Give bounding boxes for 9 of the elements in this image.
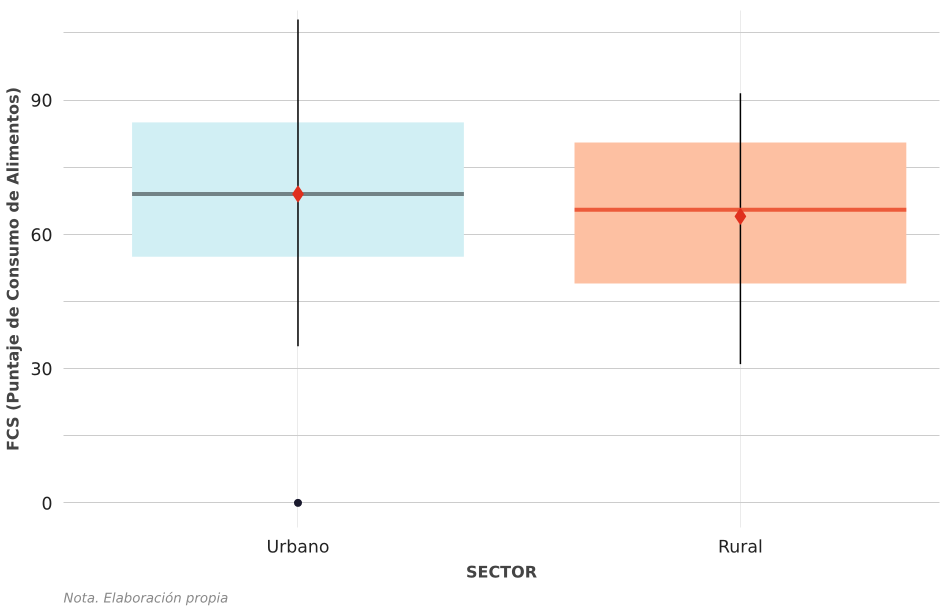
x-axis-title: SECTOR	[466, 562, 538, 582]
y-axis-title: FCS (Puntaje de Consumo de Alimentos)	[3, 87, 22, 451]
text: Nota. Elaboración propia	[64, 592, 228, 606]
y-tick-label: 30	[30, 360, 53, 380]
y-tick-label: 0	[41, 494, 53, 514]
y-tick-label: 90	[30, 92, 53, 112]
x-tick-label: Rural	[718, 538, 763, 558]
y-tick-label: 60	[30, 226, 53, 246]
x-tick-label: Urbano	[266, 538, 330, 558]
